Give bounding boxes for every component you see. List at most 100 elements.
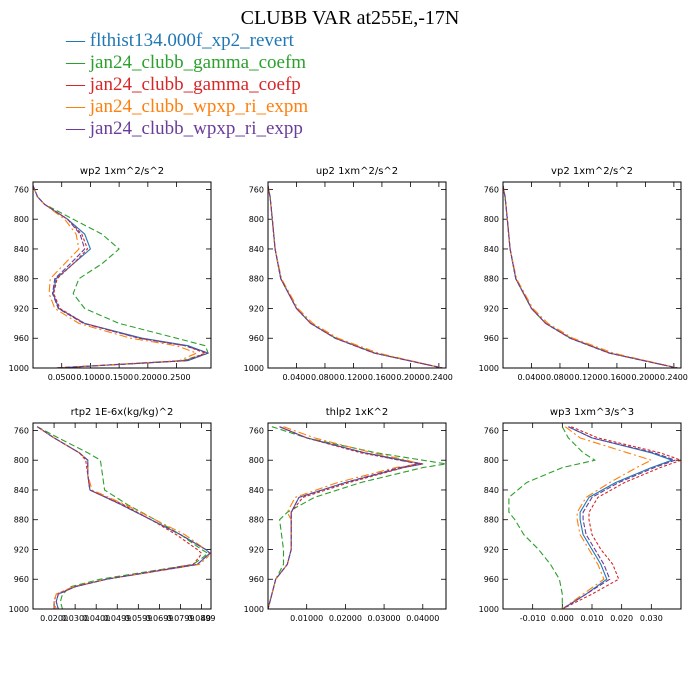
y-tick-label: 760 (249, 426, 264, 435)
legend-label: flthist134.000f_xp2_revert (89, 30, 294, 51)
y-tick-label: 920 (14, 545, 29, 554)
y-tick-label: 840 (249, 245, 264, 254)
series-line (32, 185, 198, 369)
series-line (32, 185, 209, 369)
y-tick-label: 920 (484, 304, 499, 313)
series-line (267, 185, 443, 369)
panel-frame (267, 181, 447, 369)
y-tick-label: 1000 (244, 364, 264, 373)
series-line (562, 426, 673, 610)
y-tick-label: 800 (484, 456, 499, 465)
panel-title: up2 1xm^2/s^2 (316, 166, 398, 177)
legend-item: — jan24_clubb_gamma_coefm (66, 52, 308, 74)
panel-title: thlp2 1xK^2 (326, 407, 389, 418)
series-line (36, 426, 211, 610)
series-line (502, 185, 678, 369)
y-tick-label: 840 (249, 486, 264, 495)
x-tick-label: 0.030 (640, 614, 663, 623)
y-tick-label: 880 (249, 275, 264, 284)
x-tick-label: 0.0200 (40, 614, 68, 623)
series-line (562, 426, 676, 610)
y-tick-label: 880 (249, 516, 264, 525)
y-tick-label: 800 (249, 215, 264, 224)
y-tick-label: 1000 (9, 605, 29, 614)
y-tick-label: 960 (249, 334, 264, 343)
series-line (267, 426, 447, 610)
y-tick-label: 840 (14, 245, 29, 254)
y-tick-label: 880 (484, 275, 499, 284)
x-tick-label: 0.1600 (603, 373, 631, 382)
x-tick-label: 0.000 (551, 614, 574, 623)
x-tick-label: 0.0500 (48, 373, 76, 382)
y-tick-label: 1000 (244, 605, 264, 614)
y-tick-label: 960 (14, 575, 29, 584)
y-tick-label: 760 (14, 185, 29, 194)
x-tick-label: 0.1000 (76, 373, 104, 382)
y-tick-label: 760 (249, 185, 264, 194)
legend-swatch: — (66, 52, 90, 73)
legend: — flthist134.000f_xp2_revert — jan24_clu… (66, 30, 308, 140)
series-line (508, 426, 596, 609)
x-tick-label: 0.2000 (631, 373, 659, 382)
y-tick-label: 1000 (479, 364, 499, 373)
y-tick-label: 960 (249, 575, 264, 584)
series-line (267, 426, 420, 610)
x-tick-label: 0.2400 (425, 373, 453, 382)
series-line (502, 185, 678, 369)
series-line (32, 185, 209, 369)
y-tick-label: 800 (14, 215, 29, 224)
series-line (36, 426, 211, 610)
y-tick-label: 800 (14, 456, 29, 465)
y-tick-label: 760 (484, 426, 499, 435)
y-tick-label: 840 (14, 486, 29, 495)
x-tick-label: 0.03000 (368, 614, 401, 623)
series-line (267, 185, 443, 369)
x-tick-label: 0.2400 (660, 373, 688, 382)
legend-item: — jan24_clubb_gamma_coefp (66, 74, 308, 96)
x-tick-label: 0.1200 (574, 373, 602, 382)
y-tick-label: 800 (249, 456, 264, 465)
figure-title: CLUBB VAR at255E,-17N (240, 7, 460, 29)
panel-frame (267, 422, 447, 610)
y-tick-label: 920 (484, 545, 499, 554)
x-tick-label: 0.010 (581, 614, 604, 623)
series-line (36, 426, 211, 610)
legend-swatch: — (66, 74, 90, 95)
y-tick-label: 920 (249, 304, 264, 313)
series-line (36, 426, 203, 609)
y-tick-label: 960 (484, 334, 499, 343)
series-line (561, 426, 652, 610)
legend-item: — jan24_clubb_wpxp_ri_expp (66, 118, 308, 140)
legend-label: jan24_clubb_wpxp_ri_expp (89, 118, 303, 139)
panel-frame (502, 422, 682, 610)
x-tick-label: 0.01000 (290, 614, 323, 623)
panel-frame (32, 422, 212, 610)
x-tick-label: 0.2000 (134, 373, 162, 382)
series-line (502, 185, 678, 369)
series-line (267, 185, 443, 369)
x-tick-label: 0.0400 (517, 373, 545, 382)
series-line (267, 185, 443, 369)
y-tick-label: 1000 (479, 605, 499, 614)
y-tick-label: 960 (14, 334, 29, 343)
x-tick-label: 0.0400 (82, 614, 110, 623)
series-line (562, 426, 682, 610)
series-line (502, 185, 678, 369)
panel-frame (32, 181, 212, 369)
legend-item: — flthist134.000f_xp2_revert (66, 30, 308, 52)
series-line (267, 426, 420, 610)
y-tick-label: 760 (14, 426, 29, 435)
x-tick-label: 0.0400 (282, 373, 310, 382)
y-tick-label: 920 (249, 545, 264, 554)
panel-frame (502, 181, 682, 369)
panel-title: rtp2 1E-6x(kg/kg)^2 (71, 407, 174, 418)
x-tick-label: 0.2500 (163, 373, 191, 382)
x-tick-label: 0.0699 (145, 614, 173, 623)
x-tick-label: 0.0800 (546, 373, 574, 382)
y-tick-label: 960 (484, 575, 499, 584)
series-line (267, 185, 443, 369)
legend-item: — jan24_clubb_wpxp_ri_expm (66, 96, 308, 118)
x-tick-label: 0.0499 (103, 614, 131, 623)
x-tick-label: 0.04000 (406, 614, 439, 623)
